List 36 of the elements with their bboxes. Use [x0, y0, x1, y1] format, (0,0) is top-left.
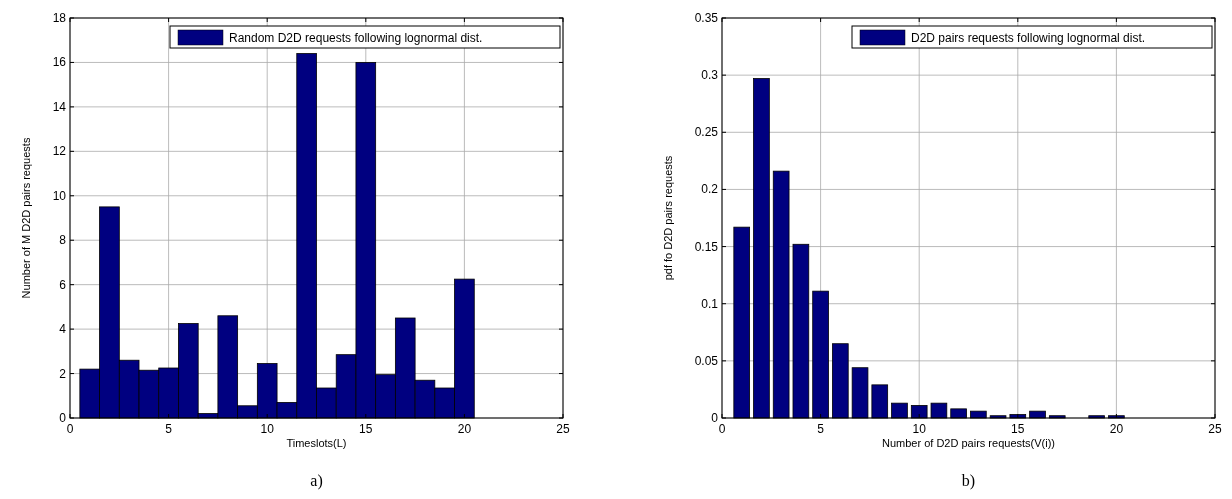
y-tick-label: 0 [711, 411, 719, 425]
y-tick-label: 0.25 [694, 125, 719, 140]
legend-label: D2D pairs requests following lognormal dist. [911, 31, 1146, 45]
x-tick-label: 5 [817, 422, 825, 436]
y-tick-label: 8 [59, 233, 67, 248]
x-tick-label: 25 [556, 422, 570, 436]
x-axis-title: Timeslots(L) [286, 437, 347, 449]
y-tick-label: 2 [59, 366, 67, 381]
y-tick-label: 6 [59, 277, 67, 292]
y-tick-label: 0.05 [694, 353, 719, 368]
x-tick-label: 15 [1011, 422, 1025, 436]
y-tick-label: 14 [52, 99, 67, 114]
x-tick-label: 10 [260, 422, 275, 436]
x-tick-label: 5 [165, 422, 173, 436]
x-tick-label: 25 [1208, 422, 1222, 436]
x-tick-label: 20 [457, 422, 472, 436]
x-tick-label: 15 [359, 422, 373, 436]
y-tick-label: 4 [59, 322, 67, 337]
legend-label: Random D2D requests following lognormal dist. [229, 31, 483, 45]
y-tick-label: 16 [52, 55, 67, 70]
y-tick-label: 0.35 [694, 11, 719, 25]
y-tick-label: 0.15 [694, 239, 719, 254]
y-tick-label: 0.2 [701, 182, 719, 197]
y-axis-title: pdf fo D2D pairs requests [662, 155, 674, 281]
text: b) [961, 472, 976, 490]
text: a) [310, 472, 323, 490]
y-axis-title: Number of M D2D pairs requests [20, 137, 32, 299]
x-tick-label: 20 [1109, 422, 1124, 436]
x-tick-label: 10 [912, 422, 927, 436]
y-tick-label: 18 [52, 11, 67, 25]
y-tick-label: 10 [52, 188, 67, 203]
y-tick-label: 12 [52, 144, 67, 159]
y-tick-label: 0 [59, 411, 67, 425]
y-tick-label: 0.3 [701, 68, 719, 83]
x-axis-title: Number of D2D pairs requests(V(i)) [882, 437, 1055, 449]
y-tick-label: 0.1 [701, 296, 719, 311]
